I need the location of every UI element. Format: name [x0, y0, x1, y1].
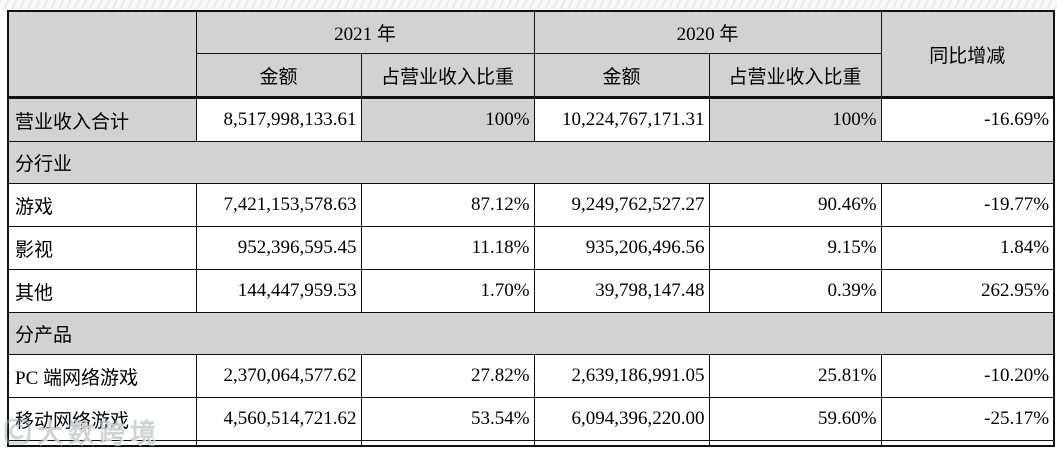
pct-2021-cell: 87.12%	[360, 183, 535, 227]
yoy-cell: 1.84%	[880, 226, 1055, 270]
yoy-cell: 262.95%	[880, 269, 1055, 313]
pct-2021-cell: 11.18%	[360, 226, 535, 270]
table-row: 移动网络游戏 4,560,514,721.62 53.54% 6,094,396,22…	[7, 397, 1055, 441]
cutoff-cell	[360, 440, 535, 446]
pct-2020-cell: 0.39%	[708, 269, 882, 313]
pct-2021-cell: 53.54%	[360, 397, 535, 441]
section-label: 分产品	[7, 312, 1055, 355]
year-2021-header: 2021 年	[195, 10, 535, 54]
table-row: 营业收入合计 8,517,998,133.61 100% 10,224,767,171…	[7, 97, 1055, 142]
cutoff-cell	[195, 440, 362, 446]
row-label: PC 端网络游戏	[7, 354, 197, 398]
pct-2020-cell: 90.46%	[708, 183, 882, 227]
amount-2020-cell: 39,798,147.48	[533, 269, 710, 313]
amount-2021-cell: 7,421,153,578.63	[195, 183, 362, 227]
table-row: 游戏 7,421,153,578.63 87.12% 9,249,762,527.27…	[7, 183, 1055, 227]
amount-2020-cell: 10,224,767,171.31	[533, 97, 710, 142]
header-row-years: 2021 年 2020 年 同比增减	[7, 10, 1055, 99]
row-label: 游戏	[7, 183, 197, 227]
row-label: 营业收入合计	[7, 97, 197, 142]
pct-2020-cell: 25.81%	[708, 354, 882, 398]
row-label: 影视	[7, 226, 197, 270]
amount-2021-cell: 144,447,959.53	[195, 269, 362, 313]
amount-2021-header: 金额	[195, 53, 362, 99]
pct-2020-cell: 59.60%	[708, 397, 882, 441]
pct-2021-header: 占营业收入比重	[360, 53, 535, 99]
section-label: 分行业	[7, 141, 1055, 184]
amount-2020-cell: 2,639,186,991.05	[533, 354, 710, 398]
amount-2020-header: 金额	[533, 53, 710, 99]
pct-2021-cell: 100%	[360, 97, 535, 142]
cutoff-cell	[533, 440, 710, 446]
yoy-change-header: 同比增减	[880, 10, 1055, 99]
pct-2020-header: 占营业收入比重	[708, 53, 882, 99]
table-row: 影视 952,396,595.45 11.18% 935,206,496.56 9.15…	[7, 226, 1055, 270]
cutoff-cell	[880, 440, 1055, 446]
table-row: PC 端网络游戏 2,370,064,577.62 27.82% 2,639,186,…	[7, 354, 1055, 398]
row-label: 其他	[7, 269, 197, 313]
yoy-cell: -10.20%	[880, 354, 1055, 398]
revenue-breakdown-table: 2021 年 2020 年 同比增减 金额 占营业收入比重 金额 占营业收入比重…	[7, 10, 1056, 447]
table-row: 其他 144,447,959.53 1.70% 39,798,147.48 0.39% 2…	[7, 269, 1055, 313]
page-top-stripe-pattern	[0, 0, 1057, 9]
amount-2021-cell: 4,560,514,721.62	[195, 397, 362, 441]
pct-2020-cell: 100%	[708, 97, 882, 142]
amount-2020-cell: 9,249,762,527.27	[533, 183, 710, 227]
pct-2021-cell: 1.70%	[360, 269, 535, 313]
row-label: 移动网络游戏	[7, 397, 197, 441]
yoy-cell: -19.77%	[880, 183, 1055, 227]
corner-cell	[7, 10, 197, 99]
table-body: 营业收入合计 8,517,998,133.61 100% 10,224,767,171…	[7, 97, 1055, 446]
amount-2020-cell: 6,094,396,220.00	[533, 397, 710, 441]
section-row: 分行业	[7, 141, 1055, 184]
amount-2020-cell: 935,206,496.56	[533, 226, 710, 270]
amount-2021-cell: 8,517,998,133.61	[195, 97, 362, 142]
yoy-cell: -25.17%	[880, 397, 1055, 441]
year-2020-header: 2020 年	[533, 10, 882, 54]
section-row: 分产品	[7, 312, 1055, 355]
pct-2021-cell: 27.82%	[360, 354, 535, 398]
pct-2020-cell: 9.15%	[708, 226, 882, 270]
header-row-measures: 金额 占营业收入比重 金额 占营业收入比重	[8, 53, 1054, 99]
amount-2021-cell: 2,370,064,577.62	[195, 354, 362, 398]
cutoff-row	[7, 440, 1055, 446]
yoy-cell: -16.69%	[880, 97, 1055, 142]
cutoff-cell	[7, 440, 197, 446]
amount-2021-cell: 952,396,595.45	[195, 226, 362, 270]
cutoff-cell	[708, 440, 882, 446]
